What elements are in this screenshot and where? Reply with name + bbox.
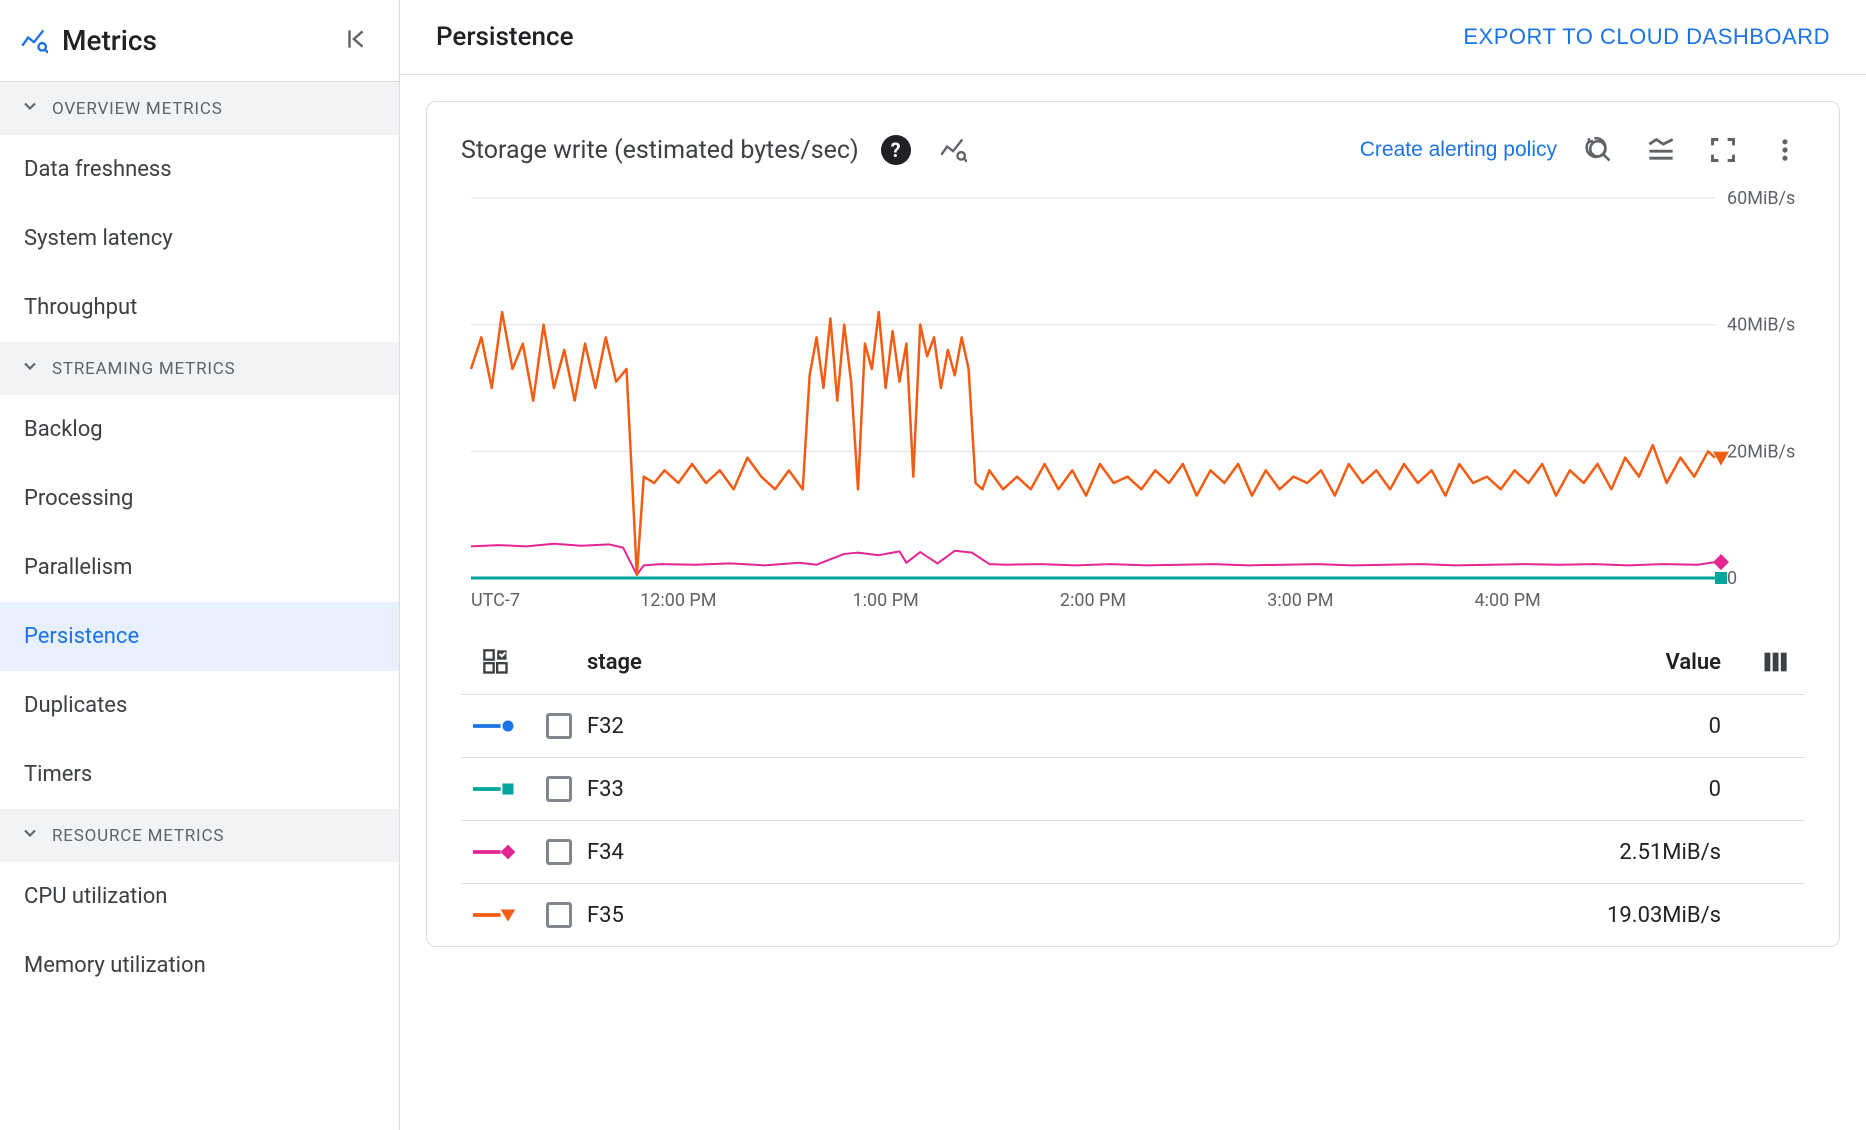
series-marker-icon: [461, 779, 531, 799]
panel-container: Storage write (estimated bytes/sec) ? Cr…: [400, 75, 1866, 1130]
chevron-down-icon: [20, 823, 40, 848]
svg-text:1:00 PM: 1:00 PM: [853, 590, 919, 611]
select-all-stages-icon[interactable]: [461, 648, 531, 676]
svg-text:4:00 PM: 4:00 PM: [1475, 590, 1541, 611]
sidebar-item-backlog[interactable]: Backlog: [0, 395, 399, 464]
legend-table: stage Value F320F330F342.51MiB/sF3519.03…: [461, 618, 1805, 946]
chevron-down-icon: [20, 96, 40, 121]
chevron-down-icon: [20, 356, 40, 381]
help-icon[interactable]: ?: [881, 135, 911, 165]
reset-zoom-icon[interactable]: [1579, 130, 1619, 170]
legend-checkbox[interactable]: [546, 776, 572, 802]
sidebar-header: Metrics: [0, 0, 399, 82]
sidebar-item-duplicates[interactable]: Duplicates: [0, 671, 399, 740]
column-selector-icon[interactable]: [1745, 648, 1805, 676]
sidebar-item-persistence[interactable]: Persistence: [0, 602, 399, 671]
metrics-icon: [20, 27, 48, 55]
legend-series-value: 19.03MiB/s: [1565, 903, 1745, 928]
sidebar-item-parallelism[interactable]: Parallelism: [0, 533, 399, 602]
legend-row[interactable]: F320: [461, 694, 1805, 757]
svg-text:2:00 PM: 2:00 PM: [1060, 590, 1126, 611]
legend-header-stage[interactable]: stage: [587, 650, 1565, 675]
sidebar-item-processing[interactable]: Processing: [0, 464, 399, 533]
legend-checkbox[interactable]: [546, 902, 572, 928]
series-marker-icon: [461, 905, 531, 925]
svg-text:40MiB/s: 40MiB/s: [1727, 315, 1795, 336]
collapse-sidebar-button[interactable]: [337, 20, 375, 61]
svg-text:60MiB/s: 60MiB/s: [1727, 188, 1795, 209]
sidebar-item-cpu-utilization[interactable]: CPU utilization: [0, 862, 399, 931]
sidebar-section-header[interactable]: STREAMING METRICS: [0, 342, 399, 395]
legend-row[interactable]: F330: [461, 757, 1805, 820]
legend-series-name: F35: [587, 903, 1565, 928]
legend-toggle-icon[interactable]: [1641, 130, 1681, 170]
more-options-icon[interactable]: [1765, 130, 1805, 170]
chart-title: Storage write (estimated bytes/sec): [461, 136, 859, 165]
sidebar-section-label: RESOURCE METRICS: [52, 826, 224, 846]
chart-panel: Storage write (estimated bytes/sec) ? Cr…: [426, 101, 1840, 947]
svg-text:12:00 PM: 12:00 PM: [640, 590, 716, 611]
legend-checkbox[interactable]: [546, 713, 572, 739]
sidebar: Metrics OVERVIEW METRICS Data freshnessSy…: [0, 0, 400, 1130]
legend-header-row: stage Value: [461, 618, 1805, 694]
svg-text:20MiB/s: 20MiB/s: [1727, 441, 1795, 462]
chart-area[interactable]: 0 20MiB/s 40MiB/s 60MiB/s UTC-7 12:00 PM 1:00 …: [461, 188, 1805, 618]
legend-series-value: 0: [1565, 714, 1745, 739]
sidebar-section-label: STREAMING METRICS: [52, 359, 236, 379]
sidebar-item-timers[interactable]: Timers: [0, 740, 399, 809]
export-to-cloud-dashboard-button[interactable]: EXPORT TO CLOUD DASHBOARD: [1463, 24, 1830, 50]
line-chart-svg: 0 20MiB/s 40MiB/s 60MiB/s UTC-7 12:00 PM 1:00 …: [461, 188, 1805, 618]
sidebar-section-label: OVERVIEW METRICS: [52, 99, 223, 119]
create-alerting-policy-link[interactable]: Create alerting policy: [1360, 138, 1557, 162]
legend-series-name: F32: [587, 714, 1565, 739]
svg-text:UTC-7: UTC-7: [471, 590, 520, 611]
sidebar-item-data-freshness[interactable]: Data freshness: [0, 135, 399, 204]
chart-panel-header: Storage write (estimated bytes/sec) ? Cr…: [461, 130, 1805, 170]
svg-text:3:00 PM: 3:00 PM: [1267, 590, 1333, 611]
legend-header-value[interactable]: Value: [1565, 650, 1745, 675]
metrics-explorer-icon[interactable]: [933, 130, 973, 170]
legend-checkbox[interactable]: [546, 839, 572, 865]
main: Persistence EXPORT TO CLOUD DASHBOARD St…: [400, 0, 1866, 1130]
sidebar-item-throughput[interactable]: Throughput: [0, 273, 399, 342]
sidebar-section-header[interactable]: RESOURCE METRICS: [0, 809, 399, 862]
sidebar-item-memory-utilization[interactable]: Memory utilization: [0, 931, 399, 1000]
series-marker-icon: [461, 842, 531, 862]
svg-text:0: 0: [1727, 568, 1737, 589]
legend-row[interactable]: F3519.03MiB/s: [461, 883, 1805, 946]
legend-series-name: F34: [587, 840, 1565, 865]
legend-series-value: 0: [1565, 777, 1745, 802]
legend-row[interactable]: F342.51MiB/s: [461, 820, 1805, 883]
app-root: Metrics OVERVIEW METRICS Data freshnessSy…: [0, 0, 1866, 1130]
legend-series-name: F33: [587, 777, 1565, 802]
sidebar-title: Metrics: [62, 24, 337, 57]
series-marker-icon: [461, 716, 531, 736]
sidebar-item-system-latency[interactable]: System latency: [0, 204, 399, 273]
sidebar-section-header[interactable]: OVERVIEW METRICS: [0, 82, 399, 135]
page-title: Persistence: [436, 22, 574, 52]
legend-series-value: 2.51MiB/s: [1565, 840, 1745, 865]
sidebar-sections: OVERVIEW METRICS Data freshnessSystem lat…: [0, 82, 399, 1000]
main-header: Persistence EXPORT TO CLOUD DASHBOARD: [400, 0, 1866, 75]
fullscreen-icon[interactable]: [1703, 130, 1743, 170]
